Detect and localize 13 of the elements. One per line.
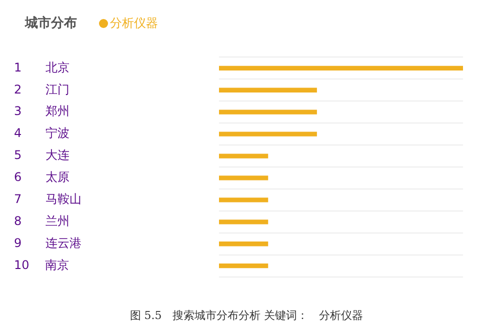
- y-tick-label: 10 南京: [14, 258, 70, 272]
- y-tick-label: 1 北京: [14, 60, 70, 74]
- y-tick-label: 8 兰州: [14, 214, 70, 228]
- y-tick-label: 9 连云港: [14, 236, 82, 250]
- y-tick-label: 3 郑州: [14, 104, 70, 118]
- text: 城市分布: [25, 14, 77, 32]
- y-tick-label: 2 江门: [14, 82, 70, 96]
- caption: 图 5.5 搜索城市分布分析 关键词： 分析仪器: [128, 308, 364, 323]
- y-tick-label: 6 太原: [14, 170, 70, 184]
- y-tick-label: 4 宁波: [14, 126, 70, 140]
- legend-label: 分析仪器: [109, 14, 158, 32]
- y-tick-label: 7 马鞍山: [14, 192, 82, 206]
- y-tick-label: 5 大连: [14, 148, 70, 162]
